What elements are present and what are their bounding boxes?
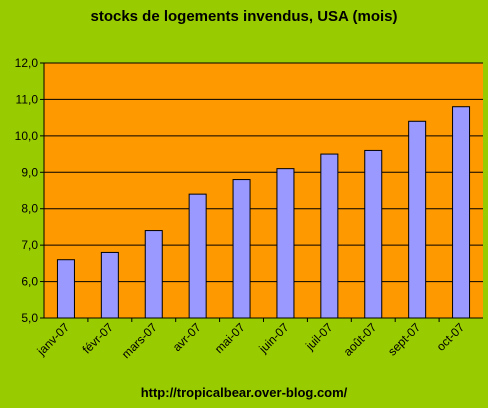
bars [56, 106, 471, 319]
x-tick-label: juin-07 [255, 320, 291, 356]
source-url: http://tropicalbear.over-blog.com/ [140, 385, 348, 400]
bar-mai-07 [232, 179, 251, 319]
bar-oct-07 [452, 106, 471, 319]
x-tick-label: oct-07 [434, 320, 468, 354]
axes [40, 62, 483, 322]
bar-juin-07 [276, 168, 295, 319]
y-tick-label: 10,0 [15, 129, 39, 143]
bar-juil-07 [320, 153, 339, 319]
x-tick-label: janv-07 [34, 320, 73, 359]
bar-août-07 [364, 149, 383, 319]
x-tick-label: août-07 [341, 320, 380, 359]
x-tick-label: sept-07 [385, 320, 423, 358]
x-tick-label: févr-07 [80, 320, 117, 357]
y-tick-label: 9,0 [21, 165, 38, 179]
bar-janv-07 [56, 259, 75, 319]
x-tick-label: mars-07 [119, 320, 160, 361]
x-tick-label: avr-07 [170, 320, 204, 354]
x-tick-label: mai-07 [212, 320, 248, 356]
y-tick-label: 6,0 [21, 275, 38, 289]
bar-févr-07 [100, 251, 119, 319]
y-tick-label: 5,0 [21, 311, 38, 325]
y-tick-label: 8,0 [21, 202, 38, 216]
bar-avr-07 [188, 193, 207, 319]
chart-title: stocks de logements invendus, USA (mois) [90, 8, 398, 25]
y-tick-label: 11,0 [16, 92, 39, 106]
y-tick-label: 12,0 [15, 56, 39, 70]
bar-mars-07 [144, 230, 163, 319]
x-tick-label: juil-07 [302, 320, 335, 353]
y-tick-label: 7,0 [21, 238, 38, 252]
x-tick-labels: janv-07 févr-07 mars-07 avr-07 mai-07 juin-07… [34, 320, 468, 361]
bar-sept-07 [408, 120, 427, 319]
y-tick-labels: 5,0 6,0 7,0 8,0 9,0 10,0 11,0 12,0 [15, 56, 39, 325]
